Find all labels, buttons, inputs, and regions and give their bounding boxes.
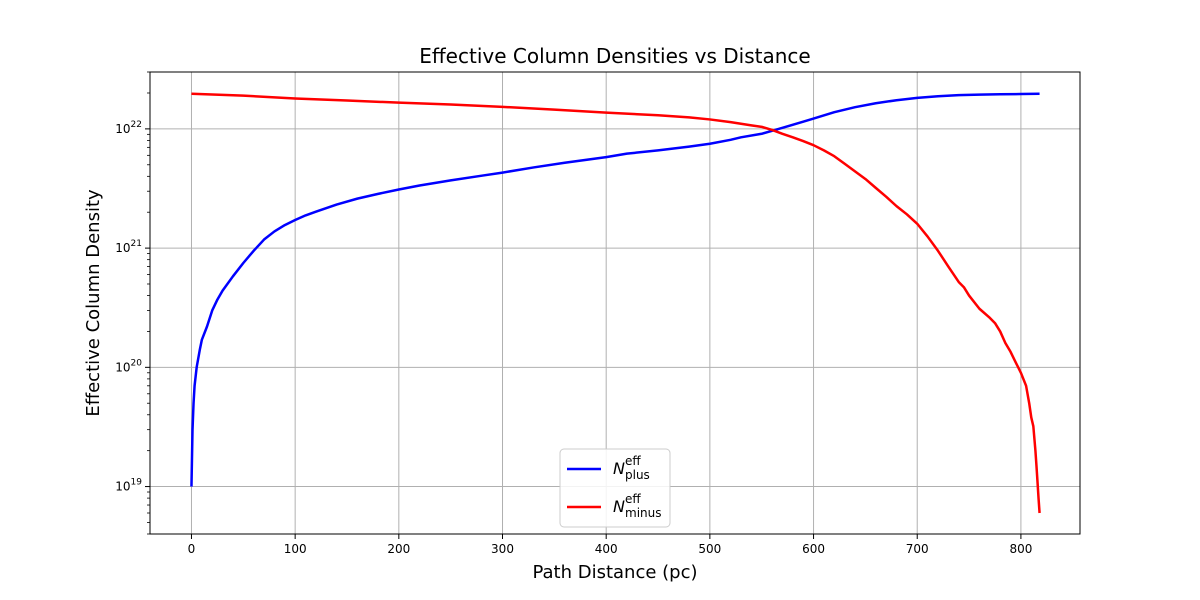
legend-label: Neff plus [613,454,650,482]
x-tick-label: 400 [595,542,618,556]
series-lines [190,92,1041,514]
chart-title: Effective Column Densities vs Distance [419,44,810,68]
x-tick-label: 200 [387,542,410,556]
x-axis-label: Path Distance (pc) [532,562,697,583]
x-tick-label: 100 [284,542,307,556]
x-tick-label: 700 [906,542,929,556]
series-line-minus [191,92,1041,514]
y-tick-label: 1020 [115,358,142,374]
y-axis-label: Effective Column Density [83,189,104,417]
y-tick-label: 1022 [115,120,142,136]
x-tick-label: 300 [491,542,514,556]
x-tick-label: 500 [698,542,721,556]
series-line-plus [190,92,1040,487]
y-tick-label: 1019 [115,478,142,494]
x-tick-label: 600 [802,542,825,556]
y-tick-label: 1021 [115,239,142,255]
x-tick-label: 800 [1009,542,1032,556]
plot-frame [149,71,1081,535]
grid [150,72,1080,534]
legend-label: Neff minus [613,492,662,520]
x-tick-label: 0 [188,542,196,556]
legend: Neff plus Neff minus [559,448,671,528]
axis-ticks: 0 100 200 300 400 500 600 700 800 1019 1020 1021 102… [115,71,1032,556]
